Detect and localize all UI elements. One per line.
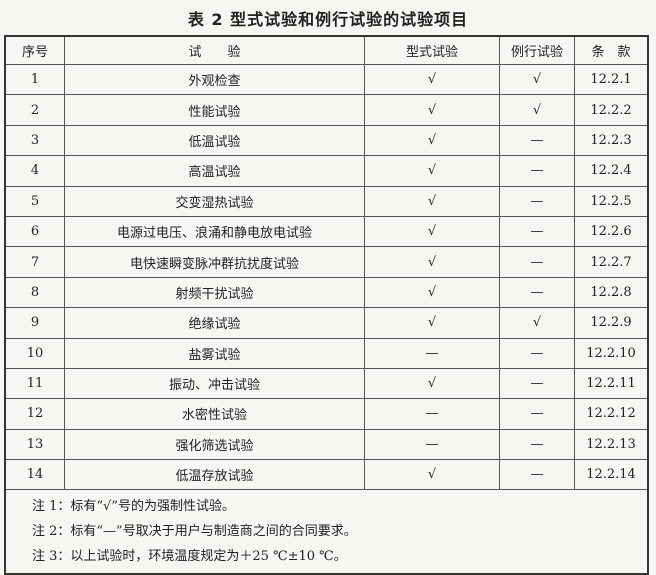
test-name: 低温存放试验 (64, 459, 365, 491)
header-routine-test: 例行试验 (499, 35, 575, 65)
clause: 12.2.3 (574, 124, 649, 157)
type-test-mark: √ (364, 246, 500, 278)
table-row: 2 性能试验 √ √ 12.2.2 (4, 94, 649, 126)
type-test-mark: — (364, 337, 500, 369)
table-row: 6 电源过电压、浪涌和静电放电试验 √ —12.2.6 (4, 215, 649, 248)
routine-test-mark: — (499, 367, 575, 400)
table-row: 9 绝缘试验 √ √ 12.2.9 (4, 307, 649, 339)
row-no: 11 (4, 367, 65, 400)
table-row: 8 射频干扰试验 √ —12.2.8 (4, 276, 649, 309)
header-row: 序号 试 验 型式试验 例行试验 条 款 (4, 35, 649, 65)
routine-test-mark: — (499, 428, 575, 461)
test-name: 高温试验 (64, 155, 365, 187)
clause: 12.2.13 (574, 428, 649, 461)
type-test-mark: √ (364, 63, 500, 96)
type-test-mark: √ (364, 94, 500, 126)
table-row: 1 外观检查 √ √ 12.2.1 (4, 63, 649, 96)
row-no: 7 (4, 246, 65, 278)
test-name: 电源过电压、浪涌和静电放电试验 (64, 215, 365, 248)
clause: 12.2.8 (574, 276, 649, 309)
clause: 12.2.4 (574, 155, 649, 187)
header-clause: 条 款 (574, 35, 649, 65)
row-no: 9 (4, 307, 65, 339)
clause: 12.2.11 (574, 367, 649, 400)
note-1: 注 1：标有“√”号的为强制性试验。 (32, 499, 235, 515)
routine-test-mark: — (499, 337, 575, 369)
test-name: 性能试验 (64, 94, 365, 126)
clause: 12.2.9 (574, 307, 649, 339)
note-3: 注 3：以上试验时，环境温度规定为＋25 ℃±10 ℃。 (32, 549, 347, 565)
table-row: 7 电快速瞬变脉冲群抗扰度试验 √ —12.2.7 (4, 246, 649, 278)
header-no: 序号 (4, 35, 65, 65)
type-test-mark: √ (364, 185, 500, 217)
test-name: 低温试验 (64, 124, 365, 157)
note-2: 注 2：标有“—”号取决于用户与制造商之间的合同要求。 (32, 524, 357, 540)
row-no: 4 (4, 155, 65, 187)
routine-test-mark: — (499, 459, 575, 491)
header-type-test: 型式试验 (364, 35, 500, 65)
row-no: 13 (4, 428, 65, 461)
row-no: 10 (4, 337, 65, 369)
notes-row: 注 1：标有“√”号的为强制性试验。 注 2：标有“—”号取决于用户与制造商之间… (4, 489, 649, 575)
clause: 12.2.2 (574, 94, 649, 126)
table-row: 12 水密性试验 — —12.2.12 (4, 398, 649, 430)
clause: 12.2.10 (574, 337, 649, 369)
type-test-mark: √ (364, 276, 500, 309)
routine-test-mark: — (499, 398, 575, 430)
routine-test-mark: — (499, 155, 575, 187)
routine-test-mark: √ (499, 63, 575, 96)
row-no: 2 (4, 94, 65, 126)
routine-test-mark: — (499, 215, 575, 248)
table-row: 13 强化筛选试验 — —12.2.13 (4, 428, 649, 461)
type-test-mark: √ (364, 459, 500, 491)
clause: 12.2.6 (574, 215, 649, 248)
row-no: 1 (4, 63, 65, 96)
table-row: 11 振动、冲击试验 √ —12.2.11 (4, 367, 649, 400)
test-items-table: 序号 试 验 型式试验 例行试验 条 款 1 外观检查 √ √ 12.2.1 2 性能试验 √… (4, 35, 649, 575)
routine-test-mark: — (499, 276, 575, 309)
test-name: 交变湿热试验 (64, 185, 365, 217)
test-name: 绝缘试验 (64, 307, 365, 339)
clause: 12.2.12 (574, 398, 649, 430)
test-name: 射频干扰试验 (64, 276, 365, 309)
test-name: 强化筛选试验 (64, 428, 365, 461)
table-title: 表 2 型式试验和例行试验的试验项目 (187, 10, 469, 29)
row-no: 5 (4, 185, 65, 217)
type-test-mark: — (364, 428, 500, 461)
table-row: 10 盐雾试验 — —12.2.10 (4, 337, 649, 369)
notes-cell: 注 1：标有“√”号的为强制性试验。 注 2：标有“—”号取决于用户与制造商之间… (4, 489, 649, 575)
test-name: 振动、冲击试验 (64, 367, 365, 400)
row-no: 8 (4, 276, 65, 309)
test-name: 电快速瞬变脉冲群抗扰度试验 (64, 246, 365, 278)
table-row: 14 低温存放试验 √ —12.2.14 (4, 459, 649, 491)
row-no: 6 (4, 215, 65, 248)
type-test-mark: — (364, 398, 500, 430)
routine-test-mark: √ (499, 307, 575, 339)
row-no: 14 (4, 459, 65, 491)
test-name: 盐雾试验 (64, 337, 365, 369)
table-row: 4 高温试验 √ —12.2.4 (4, 155, 649, 187)
clause: 12.2.14 (574, 459, 649, 491)
clause: 12.2.5 (574, 185, 649, 217)
row-no: 3 (4, 124, 65, 157)
type-test-mark: √ (364, 155, 500, 187)
routine-test-mark: √ (499, 94, 575, 126)
type-test-mark: √ (364, 307, 500, 339)
test-name: 水密性试验 (64, 398, 365, 430)
type-test-mark: √ (364, 367, 500, 400)
table-row: 5 交变湿热试验 √ —12.2.5 (4, 185, 649, 217)
type-test-mark: √ (364, 124, 500, 157)
row-no: 12 (4, 398, 65, 430)
test-name: 外观检查 (64, 63, 365, 96)
table-row: 3 低温试验 √ —12.2.3 (4, 124, 649, 157)
routine-test-mark: — (499, 124, 575, 157)
clause: 12.2.1 (574, 63, 649, 96)
routine-test-mark: — (499, 246, 575, 278)
header-test: 试 验 (64, 35, 365, 65)
type-test-mark: √ (364, 215, 500, 248)
clause: 12.2.7 (574, 246, 649, 278)
routine-test-mark: — (499, 185, 575, 217)
